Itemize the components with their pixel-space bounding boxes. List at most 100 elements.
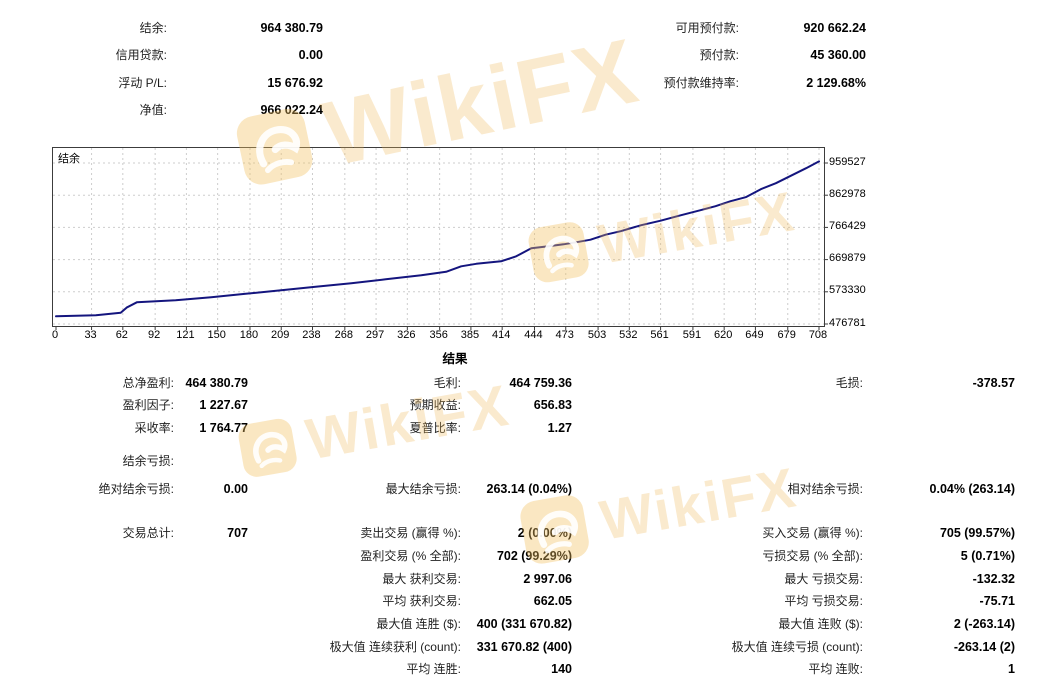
account-summary-left: 结余: 964 380.79 信用贷款: 0.00 浮动 P/L: 15 676.92 净值… [0,15,340,125]
results-value: 0.04% (263.14) [929,482,1015,497]
results-value: 662.05 [533,594,572,609]
results-value: -263.14 (2) [953,639,1015,654]
results-value: 656.83 [533,398,572,413]
results-label: 结余亏损: [122,454,174,468]
results-row: 平均 获利交易: 662.05 平均 亏损交易: -75.71 [0,590,1059,613]
x-axis-label: 708 [808,329,828,341]
results-label: 预期收益: [409,398,461,413]
x-axis-label: 0 [51,329,59,341]
results-label: 平均 连胜: [406,662,461,677]
y-axis-label: 766429 [829,219,866,232]
x-axis-label: 620 [713,329,733,341]
x-axis-label: 473 [555,329,574,341]
results-value: 2 (0.00%) [517,526,572,541]
results-row: 平均 连胜: 140 平均 连败: 1 [0,658,1059,681]
results-value: 400 (331 670.82) [476,616,572,631]
results-value: 702 (99.29%) [496,548,572,563]
results-value: -378.57 [972,375,1015,390]
results-label: 极大值 连续亏损 (count): [731,639,863,654]
results-section-trades: 交易总计: 707 卖出交易 (赢得 %): 2 (0.00%) 买入交易 (赢得 %)… [0,522,1059,681]
summary-value: 0.00 [298,48,323,63]
results-section-drawdown: 结余亏损: 绝对结余亏损: 0.00 最大结余亏损: 263.14 (0.04%) 相对结… [0,447,1059,504]
x-axis-label: 561 [650,329,669,341]
y-axis-label: 476781 [829,316,866,329]
results-row: 绝对结余亏损: 0.00 最大结余亏损: 263.14 (0.04%) 相对结余亏损: 0… [0,475,1059,503]
summary-row: 预付款: 45 360.00 [552,42,882,69]
results-label: 平均 亏损交易: [784,594,863,609]
x-axis-label: 297 [365,329,385,341]
account-summary-right: 可用预付款: 920 662.24 预付款: 45 360.00 预付款维持率: 2 12… [552,15,882,97]
x-axis-label: 209 [271,329,290,341]
summary-label: 净值: [139,103,167,118]
results-row: 最大值 连胜 ($): 400 (331 670.82) 最大值 连败 ($): 2 … [0,613,1059,636]
balance-chart: 结余 [52,147,828,330]
results-value: -132.32 [972,571,1015,586]
y-axis-label: 669879 [829,252,866,265]
summary-row: 结余: 964 380.79 [0,15,340,42]
results-label: 交易总计: [122,526,174,541]
x-axis-label: 238 [302,329,321,341]
results-label: 卖出交易 (赢得 %): [360,526,461,541]
y-axis-label: 573330 [829,284,866,297]
summary-label: 预付款: [699,48,739,63]
x-axis-label: 33 [84,329,97,341]
results-section-profit: 总净盈利: 464 380.79 毛利: 464 759.36 毛损: -378.57 盈利… [0,372,1059,440]
summary-label: 浮动 P/L: [118,75,167,90]
summary-row: 浮动 P/L: 15 676.92 [0,70,340,97]
results-label: 最大 亏损交易: [784,571,863,586]
results-row: 总净盈利: 464 380.79 毛利: 464 759.36 毛损: -378.57 [0,372,1059,395]
x-axis-label: 326 [397,329,416,341]
y-axis-label: 862978 [829,187,866,200]
summary-row: 预付款维持率: 2 129.68% [552,70,882,97]
results-row: 交易总计: 707 卖出交易 (赢得 %): 2 (0.00%) 买入交易 (赢得 %)… [0,522,1059,545]
summary-row: 信用贷款: 0.00 [0,42,340,69]
results-label: 夏普比率: [409,420,461,435]
results-label: 毛利: [433,375,461,390]
summary-label: 可用预付款: [675,21,739,35]
results-value: 1 [1008,662,1015,677]
x-axis-label: 385 [460,329,480,341]
summary-value: 920 662.24 [803,21,866,35]
results-label: 平均 获利交易: [382,594,461,609]
balance-chart-canvas [53,148,828,330]
results-label: 绝对结余亏损: [98,482,174,497]
results-label: 最大值 连胜 ($): [376,616,461,631]
results-label: 最大结余亏损: [385,482,461,497]
x-axis-label: 649 [745,329,764,341]
x-axis-label: 150 [207,329,226,341]
results-value: 263.14 (0.04%) [486,482,572,497]
summary-value: 15 676.92 [267,75,323,90]
results-title: 结果 [442,352,468,366]
results-label: 盈利交易 (% 全部): [360,548,461,563]
results-value: 0.00 [223,482,248,497]
x-axis-label: 679 [777,329,796,341]
summary-label: 信用贷款: [115,48,167,63]
results-value: 140 [551,662,572,677]
results-row: 盈利因子: 1 227.67 预期收益: 656.83 [0,394,1059,417]
summary-value: 964 380.79 [260,21,323,35]
x-axis-label: 92 [148,329,161,341]
results-label: 总净盈利: [122,375,174,390]
y-axis-label: 959527 [829,155,866,168]
chart-legend-balance: 结余 [58,153,80,165]
x-axis-label: 356 [429,329,448,341]
results-label: 亏损交易 (% 全部): [762,548,863,563]
results-value: 2 (-263.14) [953,616,1015,631]
results-value: 1 764.77 [199,420,248,435]
results-label: 买入交易 (赢得 %): [762,526,863,541]
results-row: 采收率: 1 764.77 夏普比率: 1.27 [0,417,1059,440]
results-value: -75.71 [979,594,1015,609]
results-value: 1.27 [547,420,572,435]
x-axis-label: 503 [587,329,607,341]
results-value: 5 (0.71%) [960,548,1015,563]
summary-row: 可用预付款: 920 662.24 [552,15,882,42]
results-value: 464 380.79 [185,375,248,390]
x-axis-label: 62 [115,329,128,341]
results-row: 极大值 连续获利 (count): 331 670.82 (400) 极大值 连续亏… [0,636,1059,659]
x-axis-label: 591 [682,329,702,341]
results-value: 705 (99.57%) [939,526,1015,541]
summary-row: 净值: 966 022.24 [0,97,340,124]
balance-curve [55,160,820,318]
summary-value: 45 360.00 [810,48,866,63]
results-row: 结余亏损: [0,447,1059,475]
